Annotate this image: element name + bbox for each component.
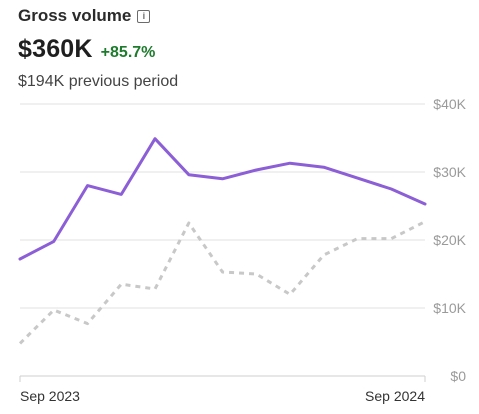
previous-period-value: $194K previous period bbox=[18, 73, 179, 90]
x-tick-label-1: Sep 2024 bbox=[365, 388, 425, 404]
y-tick-label-3: $30K bbox=[433, 164, 466, 180]
y-tick-label-1: $10K bbox=[433, 300, 466, 316]
value-row: $360K +85.7% bbox=[18, 35, 178, 64]
y-tick-label-4: $40K bbox=[433, 96, 466, 112]
header: Gross volume i $360K +85.7% $194K previo… bbox=[18, 6, 178, 91]
y-tick-label-0: $0 bbox=[450, 368, 466, 384]
series-line-previous bbox=[18, 220, 426, 345]
change-badge: +85.7% bbox=[100, 44, 156, 61]
x-tick-label-0: Sep 2023 bbox=[20, 388, 80, 404]
series-line-current bbox=[18, 137, 427, 261]
y-tick-label-2: $20K bbox=[433, 232, 466, 248]
title-row: Gross volume i bbox=[18, 6, 178, 26]
card-title: Gross volume bbox=[18, 6, 132, 25]
gross-volume-value: $360K bbox=[18, 35, 93, 63]
info-icon[interactable]: i bbox=[137, 10, 151, 23]
